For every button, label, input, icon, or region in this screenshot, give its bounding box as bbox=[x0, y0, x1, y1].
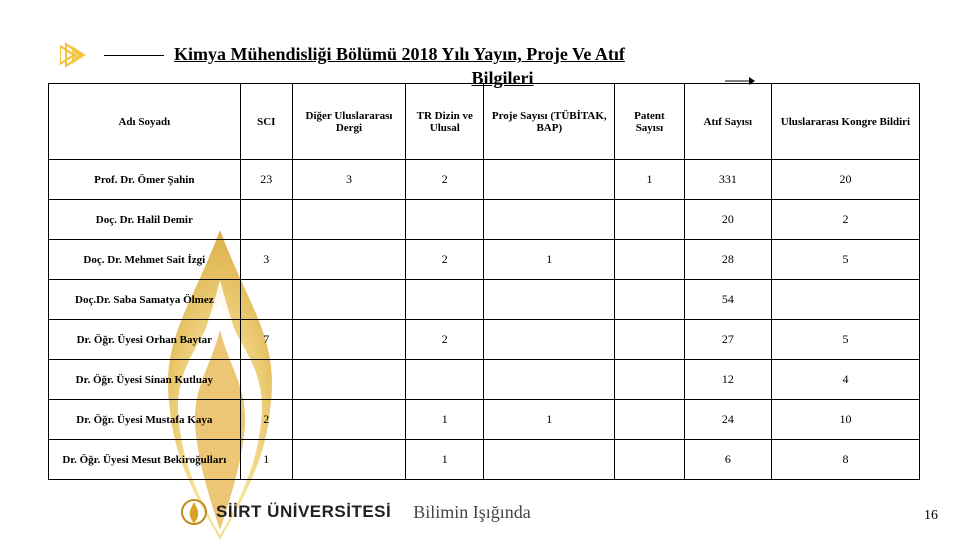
value-cell bbox=[615, 400, 685, 440]
value-cell: 2 bbox=[240, 400, 292, 440]
publications-table: Adı SoyadıSCIDiğer Uluslararası DergiTR … bbox=[48, 83, 920, 480]
name-cell: Dr. Öğr. Üyesi Sinan Kutluay bbox=[49, 360, 241, 400]
column-header: Patent Sayısı bbox=[615, 84, 685, 160]
column-header: Adı Soyadı bbox=[49, 84, 241, 160]
value-cell: 27 bbox=[684, 320, 771, 360]
page-title-line1: Kimya Mühendisliği Bölümü 2018 Yılı Yayı… bbox=[174, 45, 625, 65]
value-cell bbox=[615, 280, 685, 320]
value-cell: 3 bbox=[240, 240, 292, 280]
value-cell: 2 bbox=[406, 160, 484, 200]
name-cell: Dr. Öğr. Üyesi Mesut Bekiroğulları bbox=[49, 440, 241, 480]
name-cell: Doç. Dr. Mehmet Sait İzgi bbox=[49, 240, 241, 280]
value-cell: 7 bbox=[240, 320, 292, 360]
value-cell bbox=[484, 200, 615, 240]
value-cell: 28 bbox=[684, 240, 771, 280]
value-cell bbox=[406, 200, 484, 240]
value-cell bbox=[771, 280, 919, 320]
page-number: 16 bbox=[924, 508, 938, 524]
value-cell: 2 bbox=[406, 240, 484, 280]
value-cell: 20 bbox=[771, 160, 919, 200]
university-logo-icon bbox=[180, 498, 208, 526]
table-row: Dr. Öğr. Üyesi Orhan Baytar7 2 275 bbox=[49, 320, 920, 360]
name-cell: Dr. Öğr. Üyesi Mustafa Kaya bbox=[49, 400, 241, 440]
value-cell bbox=[292, 320, 405, 360]
value-cell: 8 bbox=[771, 440, 919, 480]
value-cell bbox=[240, 200, 292, 240]
value-cell: 5 bbox=[771, 320, 919, 360]
university-name: SİİRT ÜNİVERSİTESİ bbox=[216, 502, 391, 522]
value-cell: 23 bbox=[240, 160, 292, 200]
value-cell: 20 bbox=[684, 200, 771, 240]
value-cell bbox=[615, 320, 685, 360]
column-header: Proje Sayısı (TÜBİTAK, BAP) bbox=[484, 84, 615, 160]
table-row: Dr. Öğr. Üyesi Mustafa Kaya2 11 2410 bbox=[49, 400, 920, 440]
value-cell bbox=[292, 240, 405, 280]
value-cell: 24 bbox=[684, 400, 771, 440]
data-table-container: Adı SoyadıSCIDiğer Uluslararası DergiTR … bbox=[48, 83, 920, 480]
value-cell bbox=[615, 360, 685, 400]
value-cell: 2 bbox=[406, 320, 484, 360]
value-cell: 1 bbox=[615, 160, 685, 200]
value-cell bbox=[484, 280, 615, 320]
table-row: Doç.Dr. Saba Samatya Ölmez 54 bbox=[49, 280, 920, 320]
value-cell bbox=[292, 360, 405, 400]
value-cell bbox=[615, 240, 685, 280]
value-cell bbox=[615, 440, 685, 480]
column-header: Atıf Sayısı bbox=[684, 84, 771, 160]
value-cell: 6 bbox=[684, 440, 771, 480]
value-cell bbox=[484, 440, 615, 480]
value-cell: 2 bbox=[771, 200, 919, 240]
value-cell: 1 bbox=[406, 400, 484, 440]
value-cell bbox=[484, 160, 615, 200]
value-cell: 1 bbox=[484, 400, 615, 440]
name-cell: Doç. Dr. Halil Demir bbox=[49, 200, 241, 240]
value-cell: 5 bbox=[771, 240, 919, 280]
value-cell bbox=[484, 360, 615, 400]
value-cell bbox=[240, 360, 292, 400]
value-cell bbox=[615, 200, 685, 240]
value-cell: 1 bbox=[406, 440, 484, 480]
table-row: Doç. Dr. Halil Demir 202 bbox=[49, 200, 920, 240]
value-cell bbox=[292, 440, 405, 480]
tagline: Bilimin Işığında bbox=[413, 502, 531, 523]
value-cell bbox=[292, 200, 405, 240]
name-cell: Prof. Dr. Ömer Şahin bbox=[49, 160, 241, 200]
value-cell bbox=[406, 360, 484, 400]
value-cell bbox=[484, 320, 615, 360]
value-cell: 1 bbox=[240, 440, 292, 480]
column-header: Uluslararası Kongre Bildiri bbox=[771, 84, 919, 160]
value-cell bbox=[240, 280, 292, 320]
column-header: TR Dizin ve Ulusal bbox=[406, 84, 484, 160]
value-cell: 3 bbox=[292, 160, 405, 200]
footer: SİİRT ÜNİVERSİTESİ Bilimin Işığında bbox=[0, 498, 960, 526]
title-divider bbox=[104, 55, 164, 56]
value-cell bbox=[406, 280, 484, 320]
table-row: Dr. Öğr. Üyesi Mesut Bekiroğulları1168 bbox=[49, 440, 920, 480]
name-cell: Dr. Öğr. Üyesi Orhan Baytar bbox=[49, 320, 241, 360]
value-cell: 12 bbox=[684, 360, 771, 400]
value-cell: 54 bbox=[684, 280, 771, 320]
table-row: Dr. Öğr. Üyesi Sinan Kutluay 124 bbox=[49, 360, 920, 400]
table-row: Prof. Dr. Ömer Şahin2332 133120 bbox=[49, 160, 920, 200]
value-cell: 10 bbox=[771, 400, 919, 440]
play-icon bbox=[60, 40, 94, 70]
value-cell: 4 bbox=[771, 360, 919, 400]
column-header: Diğer Uluslararası Dergi bbox=[292, 84, 405, 160]
name-cell: Doç.Dr. Saba Samatya Ölmez bbox=[49, 280, 241, 320]
value-cell: 1 bbox=[484, 240, 615, 280]
value-cell bbox=[292, 280, 405, 320]
value-cell: 331 bbox=[684, 160, 771, 200]
value-cell bbox=[292, 400, 405, 440]
table-row: Doç. Dr. Mehmet Sait İzgi3 21 285 bbox=[49, 240, 920, 280]
column-header: SCI bbox=[240, 84, 292, 160]
